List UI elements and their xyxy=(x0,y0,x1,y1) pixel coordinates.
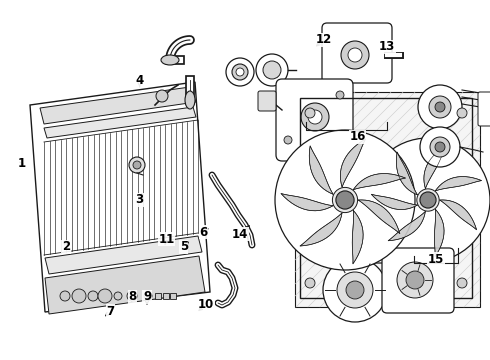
Bar xyxy=(155,293,161,299)
Polygon shape xyxy=(435,209,444,257)
Circle shape xyxy=(127,291,137,301)
FancyBboxPatch shape xyxy=(382,248,454,313)
Text: 5: 5 xyxy=(180,240,188,253)
Circle shape xyxy=(263,61,281,79)
Text: 12: 12 xyxy=(315,33,332,46)
Circle shape xyxy=(275,130,415,270)
Text: 3: 3 xyxy=(136,193,144,206)
Polygon shape xyxy=(371,194,417,210)
FancyBboxPatch shape xyxy=(276,79,353,161)
Circle shape xyxy=(305,278,315,288)
Polygon shape xyxy=(341,139,366,187)
Circle shape xyxy=(336,91,344,99)
Text: 10: 10 xyxy=(197,298,214,311)
Bar xyxy=(295,92,480,307)
Circle shape xyxy=(397,262,433,298)
Polygon shape xyxy=(352,210,363,264)
Circle shape xyxy=(457,278,467,288)
Circle shape xyxy=(114,292,122,300)
Bar xyxy=(300,98,472,298)
Text: 2: 2 xyxy=(62,240,70,253)
Circle shape xyxy=(341,41,369,69)
Circle shape xyxy=(406,271,424,289)
Ellipse shape xyxy=(161,55,179,65)
Circle shape xyxy=(256,54,288,86)
Text: 13: 13 xyxy=(379,40,395,53)
Circle shape xyxy=(129,157,145,173)
Polygon shape xyxy=(396,152,417,195)
Text: 9: 9 xyxy=(143,291,151,303)
FancyBboxPatch shape xyxy=(339,167,385,263)
Polygon shape xyxy=(435,176,482,191)
Polygon shape xyxy=(353,174,406,190)
Circle shape xyxy=(305,108,315,118)
Polygon shape xyxy=(40,87,196,124)
Polygon shape xyxy=(388,211,425,241)
Polygon shape xyxy=(45,256,205,314)
Circle shape xyxy=(348,48,362,62)
Circle shape xyxy=(88,291,98,301)
Text: 7: 7 xyxy=(106,305,114,318)
Polygon shape xyxy=(440,200,477,230)
Polygon shape xyxy=(44,107,196,138)
Circle shape xyxy=(420,192,436,208)
Circle shape xyxy=(232,64,248,80)
Circle shape xyxy=(429,96,451,118)
Circle shape xyxy=(435,102,445,112)
Circle shape xyxy=(346,281,364,299)
Polygon shape xyxy=(424,146,446,189)
Circle shape xyxy=(144,292,152,300)
Ellipse shape xyxy=(185,91,195,109)
Text: 8: 8 xyxy=(128,291,136,303)
Circle shape xyxy=(284,136,292,144)
Polygon shape xyxy=(300,213,342,246)
FancyBboxPatch shape xyxy=(322,23,392,83)
Circle shape xyxy=(430,137,450,157)
Bar xyxy=(170,293,176,299)
Text: 6: 6 xyxy=(199,226,207,239)
Polygon shape xyxy=(358,200,400,234)
Circle shape xyxy=(301,103,329,131)
Text: 11: 11 xyxy=(158,233,175,246)
Polygon shape xyxy=(45,236,202,274)
Circle shape xyxy=(98,289,112,303)
Circle shape xyxy=(337,272,373,308)
Text: 15: 15 xyxy=(428,253,444,266)
Circle shape xyxy=(226,58,254,86)
Circle shape xyxy=(133,161,141,169)
Circle shape xyxy=(72,289,86,303)
Text: 1: 1 xyxy=(18,157,26,170)
Circle shape xyxy=(420,127,460,167)
Polygon shape xyxy=(309,146,333,194)
Circle shape xyxy=(417,189,439,211)
Circle shape xyxy=(156,90,168,102)
Polygon shape xyxy=(30,82,210,312)
Circle shape xyxy=(60,291,70,301)
Text: 4: 4 xyxy=(136,75,144,87)
Circle shape xyxy=(336,191,354,209)
Circle shape xyxy=(332,188,358,213)
Circle shape xyxy=(418,85,462,129)
Circle shape xyxy=(323,258,387,322)
FancyBboxPatch shape xyxy=(258,91,276,111)
Bar xyxy=(163,293,169,299)
Polygon shape xyxy=(281,193,333,211)
Text: 14: 14 xyxy=(232,228,248,240)
Circle shape xyxy=(236,68,244,76)
Circle shape xyxy=(308,110,322,124)
FancyBboxPatch shape xyxy=(478,92,490,126)
Text: 16: 16 xyxy=(349,130,366,143)
Circle shape xyxy=(435,142,445,152)
Circle shape xyxy=(366,138,490,262)
Circle shape xyxy=(457,108,467,118)
